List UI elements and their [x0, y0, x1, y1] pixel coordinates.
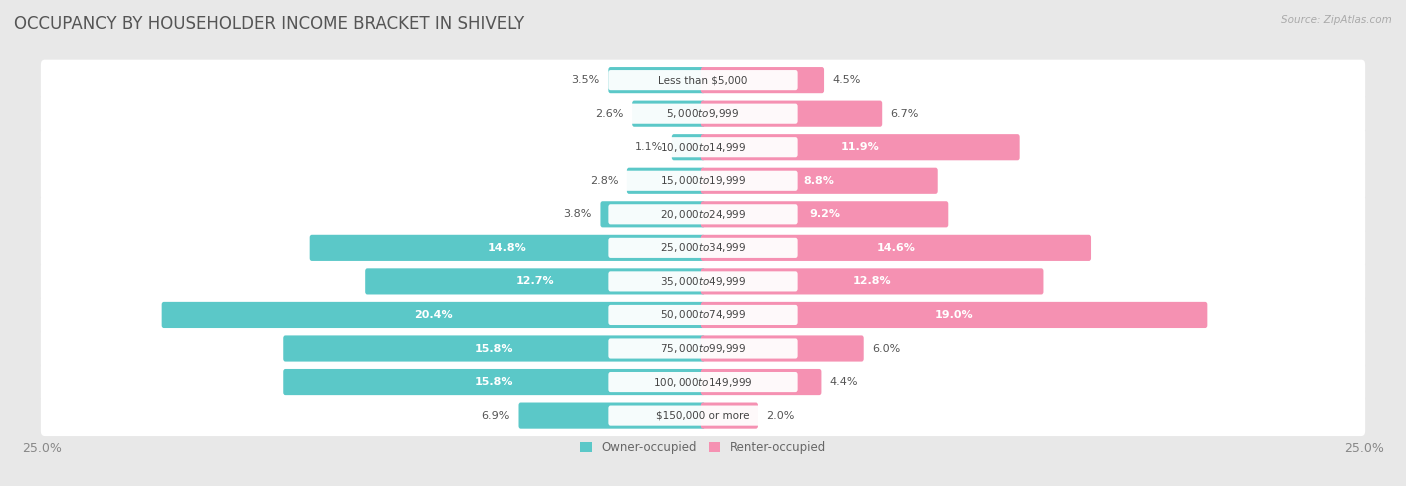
Text: 12.8%: 12.8%	[853, 277, 891, 286]
FancyBboxPatch shape	[41, 127, 1365, 168]
FancyBboxPatch shape	[609, 104, 797, 124]
FancyBboxPatch shape	[283, 369, 706, 395]
FancyBboxPatch shape	[700, 302, 1208, 328]
FancyBboxPatch shape	[672, 134, 706, 160]
Text: 9.2%: 9.2%	[808, 209, 841, 219]
Text: 8.8%: 8.8%	[804, 176, 835, 186]
Text: 6.9%: 6.9%	[482, 411, 510, 420]
Text: $20,000 to $24,999: $20,000 to $24,999	[659, 208, 747, 221]
FancyBboxPatch shape	[41, 395, 1365, 436]
FancyBboxPatch shape	[700, 101, 882, 127]
FancyBboxPatch shape	[41, 160, 1365, 201]
Text: Less than $5,000: Less than $5,000	[658, 75, 748, 85]
FancyBboxPatch shape	[627, 168, 706, 194]
Text: 14.8%: 14.8%	[488, 243, 527, 253]
FancyBboxPatch shape	[283, 335, 706, 362]
FancyBboxPatch shape	[700, 402, 758, 429]
Text: 6.7%: 6.7%	[890, 109, 920, 119]
FancyBboxPatch shape	[366, 268, 706, 295]
FancyBboxPatch shape	[600, 201, 706, 227]
Text: $5,000 to $9,999: $5,000 to $9,999	[666, 107, 740, 120]
Text: 6.0%: 6.0%	[872, 344, 900, 353]
FancyBboxPatch shape	[700, 134, 1019, 160]
FancyBboxPatch shape	[609, 171, 797, 191]
FancyBboxPatch shape	[609, 70, 797, 90]
FancyBboxPatch shape	[41, 227, 1365, 268]
Text: $15,000 to $19,999: $15,000 to $19,999	[659, 174, 747, 187]
FancyBboxPatch shape	[41, 60, 1365, 101]
Text: 19.0%: 19.0%	[935, 310, 973, 320]
FancyBboxPatch shape	[700, 335, 863, 362]
Text: 2.0%: 2.0%	[766, 411, 794, 420]
FancyBboxPatch shape	[609, 204, 797, 225]
FancyBboxPatch shape	[609, 271, 797, 292]
Text: $35,000 to $49,999: $35,000 to $49,999	[659, 275, 747, 288]
Text: $75,000 to $99,999: $75,000 to $99,999	[659, 342, 747, 355]
FancyBboxPatch shape	[41, 362, 1365, 402]
FancyBboxPatch shape	[609, 137, 797, 157]
Text: $100,000 to $149,999: $100,000 to $149,999	[654, 376, 752, 388]
Text: Source: ZipAtlas.com: Source: ZipAtlas.com	[1281, 15, 1392, 25]
Text: 2.6%: 2.6%	[595, 109, 624, 119]
FancyBboxPatch shape	[162, 302, 706, 328]
FancyBboxPatch shape	[41, 93, 1365, 134]
Text: $50,000 to $74,999: $50,000 to $74,999	[659, 309, 747, 321]
Legend: Owner-occupied, Renter-occupied: Owner-occupied, Renter-occupied	[579, 441, 827, 454]
Text: 1.1%: 1.1%	[636, 142, 664, 152]
FancyBboxPatch shape	[41, 295, 1365, 335]
FancyBboxPatch shape	[700, 67, 824, 93]
FancyBboxPatch shape	[609, 372, 797, 392]
FancyBboxPatch shape	[41, 328, 1365, 369]
Text: 4.4%: 4.4%	[830, 377, 859, 387]
Text: 3.5%: 3.5%	[572, 75, 600, 85]
Text: $150,000 or more: $150,000 or more	[657, 411, 749, 420]
Text: 11.9%: 11.9%	[841, 142, 880, 152]
FancyBboxPatch shape	[41, 194, 1365, 235]
FancyBboxPatch shape	[41, 261, 1365, 302]
Text: 14.6%: 14.6%	[876, 243, 915, 253]
Text: 2.8%: 2.8%	[591, 176, 619, 186]
FancyBboxPatch shape	[609, 238, 797, 258]
Text: 3.8%: 3.8%	[564, 209, 592, 219]
Text: OCCUPANCY BY HOUSEHOLDER INCOME BRACKET IN SHIVELY: OCCUPANCY BY HOUSEHOLDER INCOME BRACKET …	[14, 15, 524, 33]
FancyBboxPatch shape	[609, 405, 797, 426]
FancyBboxPatch shape	[700, 268, 1043, 295]
FancyBboxPatch shape	[609, 305, 797, 325]
FancyBboxPatch shape	[700, 235, 1091, 261]
Text: 15.8%: 15.8%	[475, 377, 513, 387]
FancyBboxPatch shape	[609, 338, 797, 359]
FancyBboxPatch shape	[700, 201, 948, 227]
Text: 4.5%: 4.5%	[832, 75, 860, 85]
FancyBboxPatch shape	[700, 168, 938, 194]
Text: $10,000 to $14,999: $10,000 to $14,999	[659, 141, 747, 154]
Text: 15.8%: 15.8%	[475, 344, 513, 353]
Text: $25,000 to $34,999: $25,000 to $34,999	[659, 242, 747, 254]
FancyBboxPatch shape	[609, 67, 706, 93]
Text: 20.4%: 20.4%	[415, 310, 453, 320]
FancyBboxPatch shape	[519, 402, 706, 429]
Text: 12.7%: 12.7%	[516, 277, 554, 286]
FancyBboxPatch shape	[700, 369, 821, 395]
FancyBboxPatch shape	[633, 101, 706, 127]
FancyBboxPatch shape	[309, 235, 706, 261]
